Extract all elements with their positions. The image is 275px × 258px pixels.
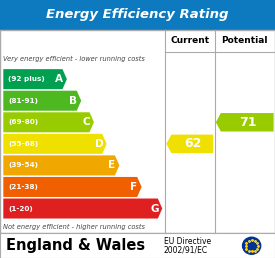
Bar bbox=[0, 233, 275, 258]
Text: C: C bbox=[82, 117, 90, 127]
Text: E: E bbox=[108, 160, 115, 170]
Text: Not energy efficient - higher running costs: Not energy efficient - higher running co… bbox=[3, 224, 145, 230]
Text: F: F bbox=[130, 182, 138, 192]
Polygon shape bbox=[166, 135, 213, 153]
Text: (21-38): (21-38) bbox=[8, 184, 38, 190]
Polygon shape bbox=[216, 113, 274, 132]
Text: Very energy efficient - lower running costs: Very energy efficient - lower running co… bbox=[3, 56, 145, 62]
Polygon shape bbox=[3, 198, 162, 219]
Text: (81-91): (81-91) bbox=[8, 98, 38, 104]
Polygon shape bbox=[3, 155, 119, 175]
Text: (1-20): (1-20) bbox=[8, 206, 33, 212]
Text: EU Directive: EU Directive bbox=[164, 237, 211, 246]
Text: 71: 71 bbox=[239, 116, 256, 129]
Bar bbox=[0, 30, 275, 233]
Polygon shape bbox=[3, 69, 67, 89]
Text: (55-68): (55-68) bbox=[8, 141, 38, 147]
Circle shape bbox=[243, 237, 261, 254]
Text: England & Wales: England & Wales bbox=[6, 238, 145, 253]
Text: Current: Current bbox=[170, 36, 209, 45]
Text: (39-54): (39-54) bbox=[8, 162, 38, 168]
Polygon shape bbox=[3, 91, 81, 111]
Text: (92 plus): (92 plus) bbox=[8, 76, 45, 82]
Text: 62: 62 bbox=[184, 137, 201, 150]
Text: G: G bbox=[150, 204, 159, 214]
Text: Energy Efficiency Rating: Energy Efficiency Rating bbox=[46, 8, 229, 21]
Text: A: A bbox=[55, 74, 63, 84]
Text: Potential: Potential bbox=[221, 36, 268, 45]
Polygon shape bbox=[3, 112, 94, 132]
Polygon shape bbox=[3, 134, 107, 154]
Text: B: B bbox=[70, 96, 78, 106]
Text: D: D bbox=[95, 139, 103, 149]
Text: (69-80): (69-80) bbox=[8, 119, 38, 125]
Text: 2002/91/EC: 2002/91/EC bbox=[164, 245, 208, 254]
Polygon shape bbox=[3, 177, 142, 197]
Bar bbox=[0, 0, 275, 30]
